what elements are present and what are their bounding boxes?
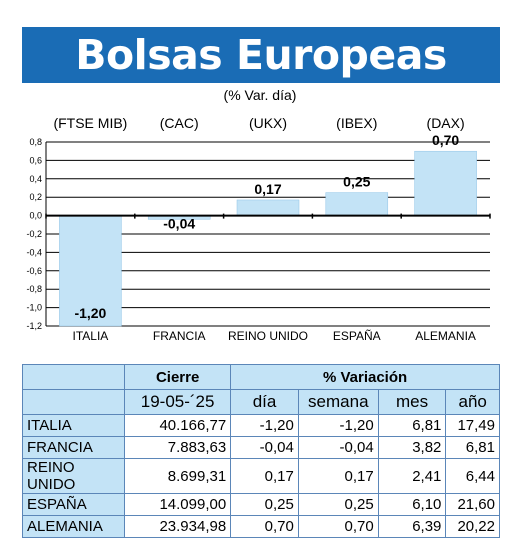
y-tick-label: 0,6: [29, 155, 42, 165]
table-header-row: Cierre % Variación: [21, 364, 500, 390]
index-label: (FTSE MIB): [53, 115, 127, 131]
x-tick-label: ALEMANIA: [415, 329, 476, 343]
data-label: 0,17: [254, 181, 281, 197]
table-row: ITALIA 40.166,77 -1,20 -1,20 6,81 17,49: [21, 414, 500, 437]
page-title: Bolsas Europeas: [22, 27, 500, 83]
y-tick-label: -1,0: [26, 303, 42, 313]
variacion-header: % Variación: [230, 364, 500, 390]
y-tick-label: -0,6: [26, 266, 42, 276]
row-ano: 20,22: [445, 515, 500, 538]
row-semana: -1,20: [297, 414, 379, 437]
y-tick-label: 0,2: [29, 192, 42, 202]
row-cierre: 14.099,00: [124, 493, 232, 516]
table-row: ALEMANIA 23.934,98 0,70 0,70 6,39 20,22: [21, 515, 500, 538]
row-cierre: 7.883,63: [124, 436, 232, 459]
date-subheader: 19-05-´25: [124, 389, 232, 415]
bar: [236, 199, 300, 216]
row-semana: -0,04: [297, 436, 379, 459]
index-label: (DAX): [427, 115, 465, 131]
market-table: Cierre % Variación 19-05-´25 día semana …: [21, 364, 500, 538]
row-cierre: 23.934,98: [124, 515, 232, 538]
index-label: (IBEX): [336, 115, 377, 131]
table-row: FRANCIA 7.883,63 -0,04 -0,04 3,82 6,81: [21, 436, 500, 459]
row-dia: -0,04: [230, 436, 299, 459]
data-label: 0,70: [432, 132, 459, 148]
row-ano: 6,81: [445, 436, 500, 459]
y-tick-label: -1,2: [26, 321, 42, 331]
y-tick-label: -0,8: [26, 284, 42, 294]
table-row: REINO UNIDO 8.699,31 0,17 0,17 2,41 6,44: [21, 458, 500, 494]
row-dia: 0,70: [230, 515, 299, 538]
row-name: ESPAÑA: [21, 493, 126, 516]
bar-chart: 0,8 0,6 0,4 0,2 0,0 -0,2 -0,4 -0,6 -0,8 -1,0 -1,2 -…: [26, 115, 491, 343]
y-tick-label: 0,0: [29, 211, 42, 221]
row-cierre: 40.166,77: [124, 414, 232, 437]
mes-subheader: mes: [377, 389, 447, 415]
index-label: (UKX): [249, 115, 287, 131]
blank-subheader: [21, 389, 126, 415]
row-name: ITALIA: [21, 414, 126, 437]
index-label: (CAC): [160, 115, 199, 131]
row-name: FRANCIA: [21, 436, 126, 459]
row-semana: 0,70: [297, 515, 379, 538]
data-label: -0,04: [163, 216, 195, 232]
bar: [414, 150, 477, 216]
x-tick-label: FRANCIA: [153, 329, 206, 343]
row-mes: 2,41: [377, 458, 447, 494]
semana-subheader: semana: [297, 389, 379, 415]
row-ano: 17,49: [445, 414, 500, 437]
table-subheader-row: 19-05-´25 día semana mes año: [21, 389, 500, 415]
row-name: ALEMANIA: [21, 515, 126, 538]
blank-header: [21, 364, 126, 390]
row-mes: 3,82: [377, 436, 447, 459]
data-label: -1,20: [74, 305, 106, 321]
row-dia: 0,25: [230, 493, 299, 516]
y-tick-label: -0,4: [26, 247, 42, 257]
row-semana: 0,25: [297, 493, 379, 516]
row-ano: 6,44: [445, 458, 500, 494]
y-tick-label: 0,8: [29, 137, 42, 147]
row-mes: 6,10: [377, 493, 447, 516]
cierre-header: Cierre: [124, 364, 232, 390]
row-mes: 6,81: [377, 414, 447, 437]
row-mes: 6,39: [377, 515, 447, 538]
x-tick-label: REINO UNIDO: [228, 329, 308, 343]
row-dia: 0,17: [230, 458, 299, 494]
bar: [325, 192, 389, 216]
ano-subheader: año: [445, 389, 500, 415]
row-cierre: 8.699,31: [124, 458, 232, 494]
chart-subtitle: (% Var. día): [223, 87, 297, 103]
row-dia: -1,20: [230, 414, 299, 437]
row-semana: 0,17: [297, 458, 379, 494]
table-row: ESPAÑA 14.099,00 0,25 0,25 6,10 21,60: [21, 493, 500, 516]
bar: [59, 215, 122, 327]
x-tick-label: ITALIA: [73, 329, 109, 343]
x-tick-label: ESPAÑA: [333, 329, 381, 343]
data-label: 0,25: [343, 174, 370, 190]
y-tick-label: -0,2: [26, 229, 42, 239]
dia-subheader: día: [230, 389, 299, 415]
row-ano: 21,60: [445, 493, 500, 516]
y-tick-label: 0,4: [29, 174, 42, 184]
row-name: REINO UNIDO: [21, 458, 126, 494]
